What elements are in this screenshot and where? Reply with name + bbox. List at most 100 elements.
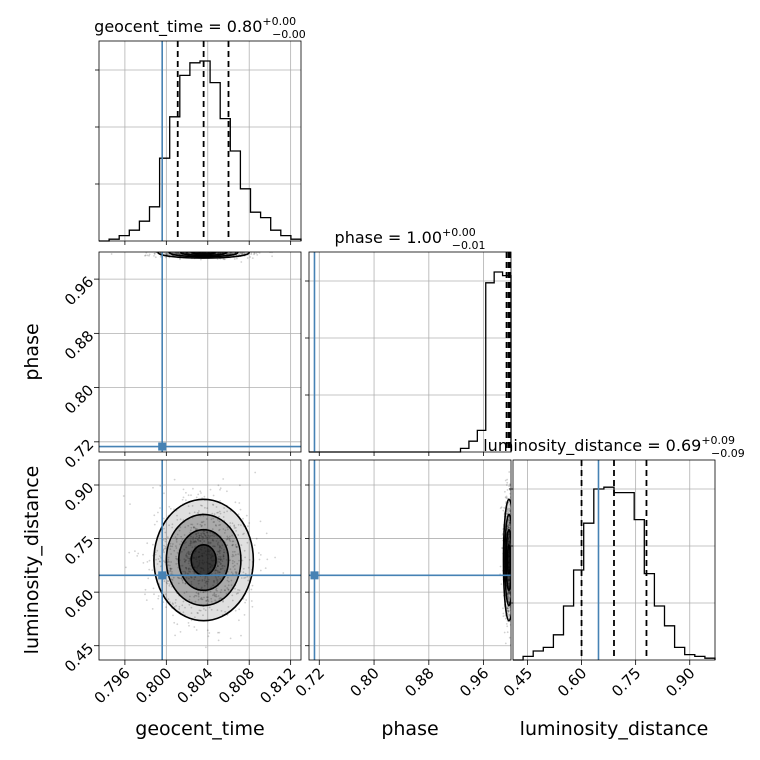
sample-point <box>171 571 173 573</box>
sample-point <box>190 576 192 579</box>
sample-point <box>197 593 200 596</box>
sample-point <box>164 531 167 534</box>
sample-point <box>508 583 510 586</box>
sample-point <box>506 509 509 511</box>
sample-point <box>169 583 171 585</box>
sample-point <box>208 250 210 252</box>
sample-point <box>200 548 203 551</box>
x-axis-label-luminosity_distance: luminosity_distance <box>520 718 709 740</box>
sample-point <box>508 576 511 578</box>
sample-point <box>155 247 157 249</box>
sample-point <box>505 501 507 503</box>
sample-point <box>514 591 516 593</box>
sample-point <box>166 536 169 539</box>
sample-point <box>180 577 183 580</box>
sample-point <box>230 252 233 254</box>
sample-point <box>258 558 261 561</box>
sample-point <box>247 579 249 582</box>
sample-point <box>213 513 216 515</box>
sample-point <box>197 580 200 582</box>
sample-point <box>219 546 222 548</box>
sample-point <box>200 598 203 601</box>
sample-point <box>206 248 208 250</box>
sample-point <box>179 526 182 529</box>
sample-point <box>257 552 260 554</box>
sample-point <box>206 249 208 251</box>
sample-point <box>203 608 205 610</box>
sample-point <box>197 249 199 251</box>
sample-point <box>215 593 218 596</box>
sample-point <box>216 569 218 572</box>
y-tick-label: 0.80 <box>61 381 97 417</box>
sample-point <box>223 548 225 551</box>
sample-point <box>198 609 201 612</box>
sample-point <box>185 250 187 252</box>
sample-point <box>508 540 511 542</box>
sample-point <box>199 523 202 526</box>
sample-point <box>219 559 222 561</box>
sample-point <box>508 487 511 490</box>
sample-point <box>187 249 189 251</box>
sample-point <box>200 535 203 538</box>
sample-point <box>211 247 213 249</box>
sample-point <box>216 561 219 564</box>
sample-point <box>199 540 202 542</box>
sample-point <box>187 562 190 565</box>
sample-point <box>213 535 216 537</box>
sample-point <box>173 549 176 552</box>
sample-point <box>170 561 173 563</box>
sample-point <box>201 598 204 601</box>
sample-point <box>215 250 217 252</box>
sample-point <box>167 559 170 561</box>
sample-point <box>212 504 215 506</box>
sample-point <box>190 523 193 526</box>
sample-point <box>224 589 226 592</box>
sample-point <box>168 253 171 256</box>
sample-point <box>194 540 197 543</box>
sample-point <box>167 580 170 583</box>
sample-point <box>236 545 238 548</box>
sample-point <box>175 563 178 565</box>
sample-point <box>219 252 222 255</box>
sample-point <box>186 252 189 254</box>
sample-point <box>204 582 207 584</box>
sample-point <box>207 550 209 553</box>
sample-point <box>197 248 199 250</box>
histogram-phase <box>309 271 512 453</box>
sample-point <box>508 615 511 618</box>
sample-point <box>197 250 199 252</box>
sample-point <box>508 579 511 581</box>
sample-point <box>216 250 218 252</box>
sample-point <box>508 561 510 564</box>
sample-point <box>185 546 188 549</box>
sample-point <box>508 592 511 595</box>
sample-point <box>508 592 510 595</box>
sample-point <box>170 250 172 252</box>
sample-point <box>215 595 218 598</box>
sample-point <box>196 523 199 525</box>
sample-point <box>238 502 241 504</box>
sample-point <box>244 556 247 559</box>
sample-point <box>232 555 235 557</box>
sample-point <box>251 257 254 259</box>
sample-point <box>179 518 182 521</box>
sample-point <box>507 580 510 583</box>
sample-point <box>185 559 188 561</box>
sample-point <box>159 507 161 509</box>
sample-point <box>144 593 146 596</box>
sample-point <box>195 629 198 631</box>
sample-point <box>180 576 183 579</box>
sample-point <box>250 252 253 254</box>
sample-point <box>235 248 237 250</box>
sample-point <box>176 537 178 540</box>
sample-point <box>501 547 503 549</box>
sample-point <box>159 560 162 563</box>
sample-point <box>507 592 509 595</box>
sample-point <box>206 629 209 632</box>
truth-marker <box>158 442 167 451</box>
sample-point <box>182 600 185 603</box>
sample-point <box>514 541 516 543</box>
sample-point <box>218 249 220 251</box>
sample-point <box>505 623 508 625</box>
sample-point <box>213 592 216 595</box>
